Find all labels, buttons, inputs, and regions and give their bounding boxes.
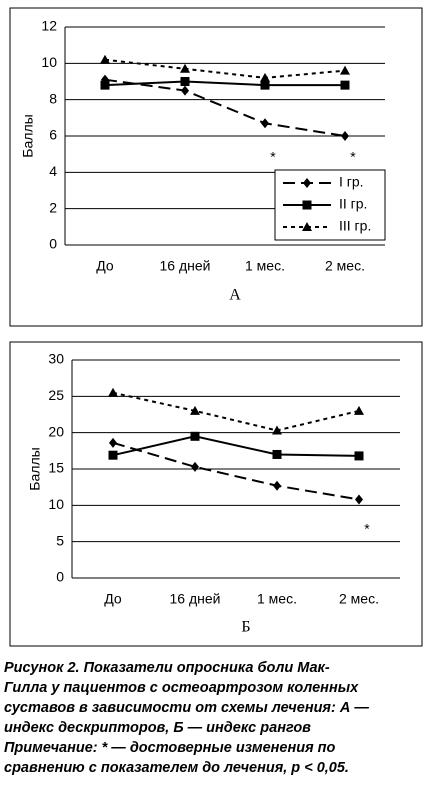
- legend-label: III гр.: [339, 218, 371, 234]
- marker: [302, 222, 312, 231]
- y-tick-label: 4: [49, 163, 57, 179]
- y-axis-label: Баллы: [27, 447, 43, 490]
- x-tick-label: 2 мес.: [325, 258, 365, 274]
- x-tick-label: 1 мес.: [257, 591, 297, 607]
- marker: [180, 63, 190, 73]
- marker: [354, 451, 364, 461]
- marker: [108, 450, 118, 460]
- series-line: [104, 58, 346, 79]
- panel-label: Б: [241, 619, 250, 636]
- marker: [273, 480, 281, 491]
- y-tick-label: 10: [41, 54, 57, 70]
- marker: [272, 425, 282, 435]
- x-tick-label: До: [96, 258, 114, 274]
- marker: [302, 200, 312, 210]
- annotation: *: [364, 521, 370, 537]
- panel-frame: [9, 341, 423, 647]
- caption-line: суставов в зависимости от схемы лечения:…: [4, 700, 369, 716]
- marker: [260, 80, 270, 90]
- marker: [190, 405, 200, 415]
- marker: [181, 85, 189, 96]
- y-tick-label: 15: [48, 460, 64, 476]
- caption-line: сравнению с показателем до лечения, p < …: [4, 760, 349, 776]
- marker: [260, 72, 270, 82]
- y-tick-label: 30: [48, 351, 64, 367]
- marker: [108, 387, 118, 397]
- x-tick-label: 2 мес.: [339, 591, 379, 607]
- x-tick-label: 16 дней: [170, 591, 221, 607]
- marker: [191, 461, 199, 472]
- y-tick-label: 12: [41, 18, 57, 34]
- series-line: [112, 441, 360, 501]
- caption-line: Рисунок 2. Показатели опросника боли Мак…: [4, 660, 330, 676]
- caption-line: индекс дескрипторов, Б — индекс рангов: [4, 720, 311, 736]
- y-tick-label: 0: [56, 569, 64, 585]
- legend-label: II гр.: [339, 196, 367, 212]
- panel-frame: [9, 7, 423, 327]
- marker: [340, 65, 350, 75]
- marker: [354, 405, 364, 415]
- series-line: [112, 435, 360, 457]
- caption-line: Примечание: * — достоверные изменения по: [4, 740, 336, 756]
- y-tick-label: 10: [48, 496, 64, 512]
- y-tick-label: 8: [49, 90, 57, 106]
- marker: [303, 178, 311, 188]
- panel-label: А: [229, 287, 241, 304]
- series-line: [104, 78, 346, 137]
- marker: [272, 449, 282, 459]
- y-tick-label: 20: [48, 423, 64, 439]
- series-line: [112, 391, 360, 432]
- marker: [355, 494, 363, 505]
- marker: [180, 77, 190, 86]
- x-tick-label: До: [104, 591, 122, 607]
- y-tick-label: 0: [49, 236, 57, 252]
- y-tick-label: 2: [49, 199, 57, 215]
- x-tick-label: 16 дней: [160, 258, 211, 274]
- marker: [109, 437, 117, 448]
- marker: [100, 54, 110, 64]
- series-line: [104, 80, 345, 87]
- marker: [100, 80, 110, 90]
- marker: [190, 431, 200, 441]
- y-tick-label: 5: [56, 532, 64, 548]
- x-tick-label: 1 мес.: [245, 258, 285, 274]
- legend-label: I гр.: [339, 174, 364, 190]
- caption-line: Гилла у пациентов с остеоартрозом коленн…: [4, 680, 359, 696]
- marker: [340, 80, 350, 90]
- y-axis-label: Баллы: [20, 114, 36, 157]
- marker: [341, 131, 349, 141]
- y-tick-label: 25: [48, 387, 64, 403]
- y-tick-label: 6: [49, 127, 57, 143]
- annotation: *: [270, 149, 276, 165]
- marker: [261, 118, 269, 129]
- annotation: *: [350, 149, 356, 165]
